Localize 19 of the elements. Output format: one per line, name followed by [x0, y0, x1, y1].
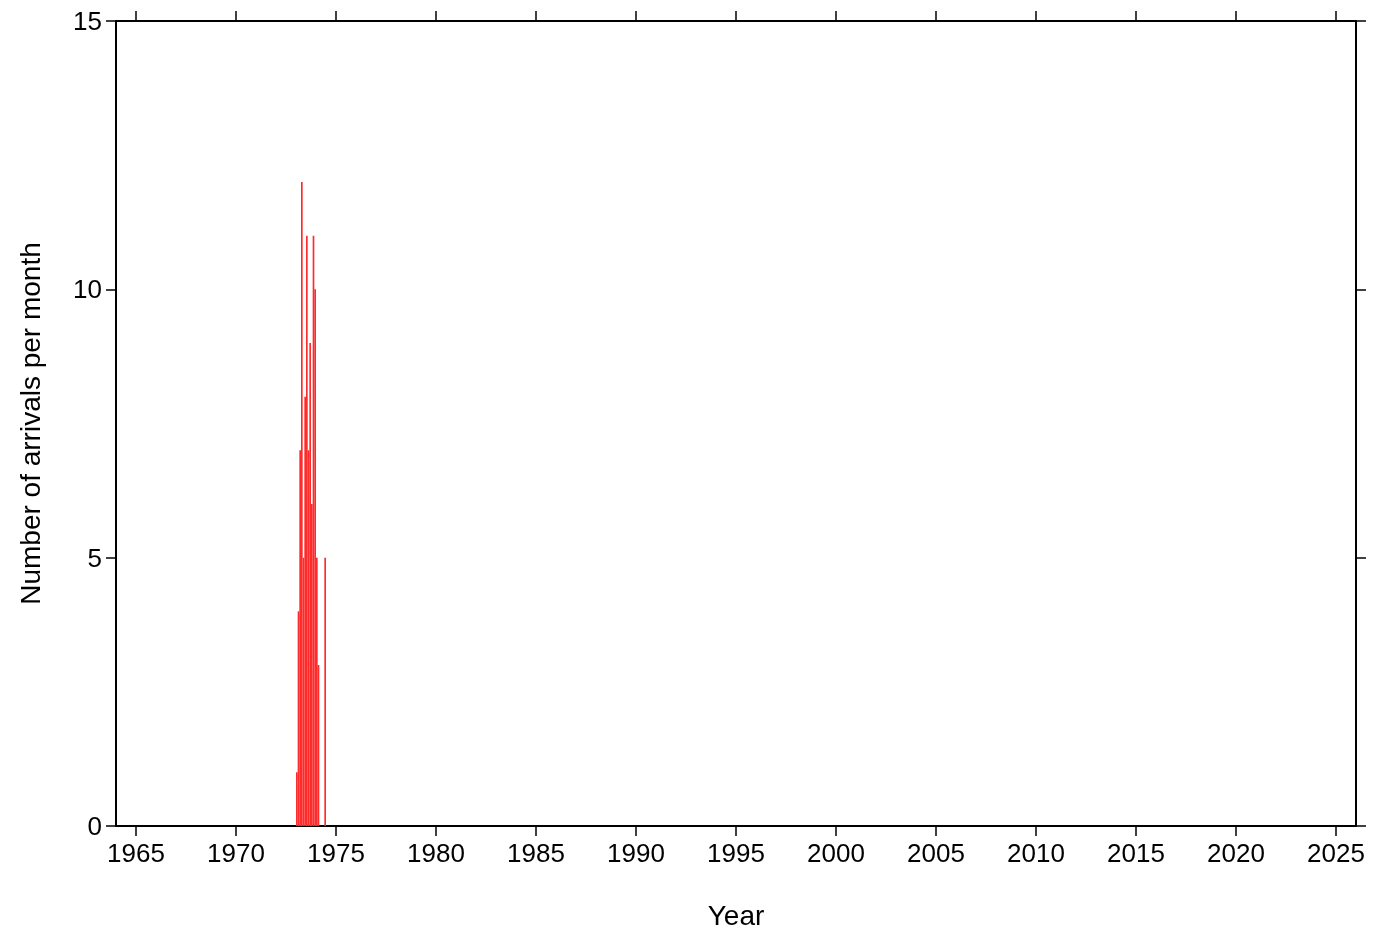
x-tick-label: 1990 [607, 838, 665, 868]
x-tick-label: 2025 [1307, 838, 1365, 868]
x-tick-label: 2015 [1107, 838, 1165, 868]
x-axis-title: Year [707, 899, 765, 931]
y-tick-label: 5 [87, 542, 102, 573]
y-tick-label: 10 [73, 274, 102, 305]
y-tick-label: 15 [73, 6, 102, 36]
x-tick-label: 1965 [107, 838, 165, 868]
x-tick-label: 1975 [307, 838, 365, 868]
x-tick-label: 1980 [407, 838, 465, 868]
x-tick-label: 1995 [707, 838, 765, 868]
x-tick-label: 2010 [1007, 838, 1065, 868]
y-tick-label: 0 [87, 811, 102, 841]
x-tick-label: 2005 [907, 838, 965, 868]
x-tick-label: 1985 [507, 838, 565, 868]
y-axis-title: Number of arrivals per month [14, 242, 46, 605]
x-tick-label: 1970 [207, 838, 265, 868]
x-tick-label: 2020 [1207, 838, 1265, 868]
x-tick-label: 2000 [807, 838, 865, 868]
